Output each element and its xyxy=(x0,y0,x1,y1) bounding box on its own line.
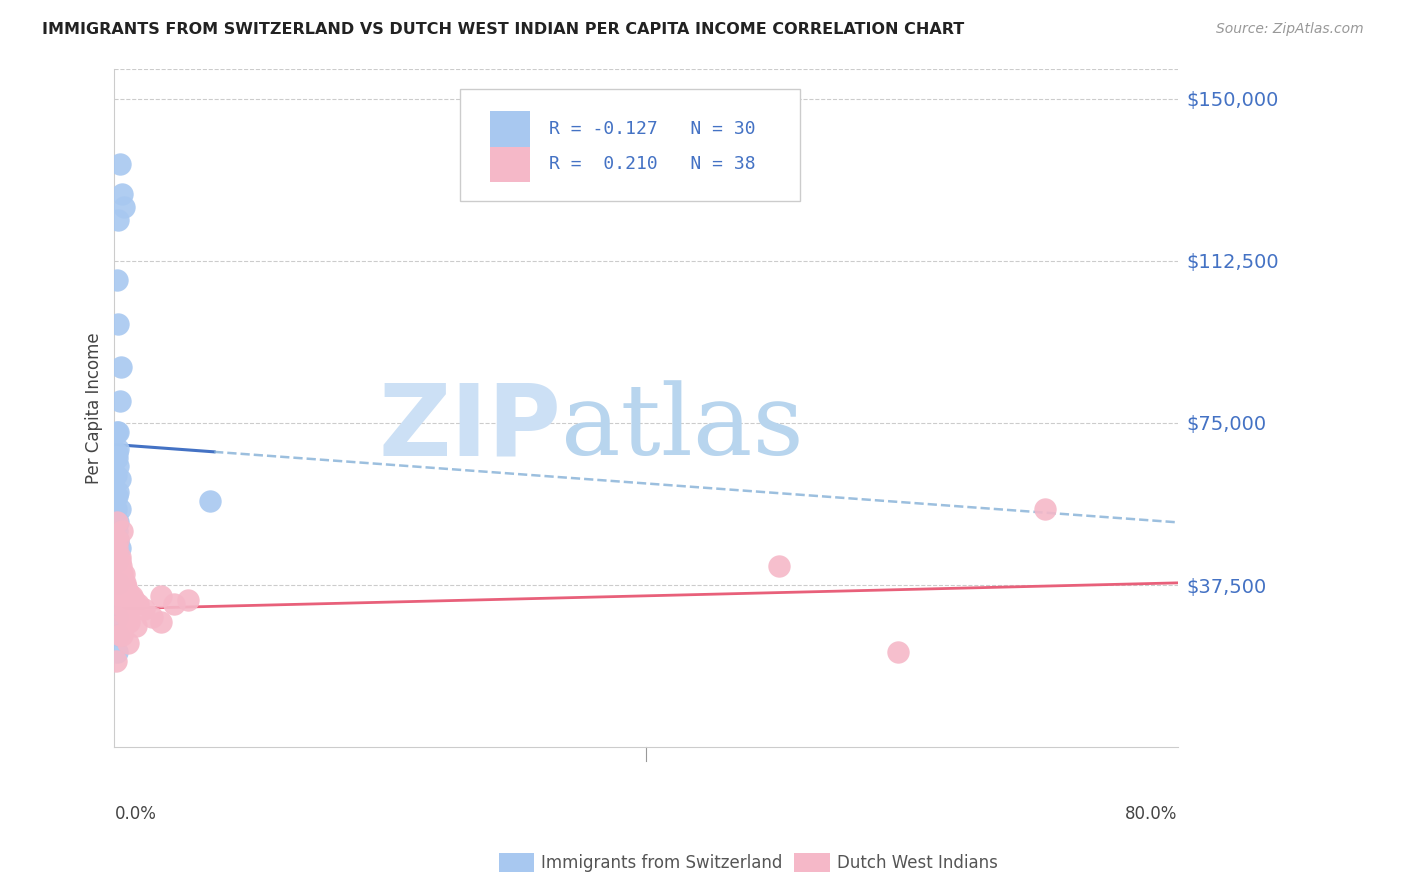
Point xyxy=(108,541,131,556)
Text: atlas: atlas xyxy=(561,380,804,476)
Point xyxy=(176,593,198,607)
Point xyxy=(118,615,141,629)
Text: 0.0%: 0.0% xyxy=(114,805,156,822)
Bar xyxy=(489,146,530,182)
Text: IMMIGRANTS FROM SWITZERLAND VS DUTCH WEST INDIAN PER CAPITA INCOME CORRELATION C: IMMIGRANTS FROM SWITZERLAND VS DUTCH WES… xyxy=(42,22,965,37)
Point xyxy=(107,317,129,331)
Text: ZIP: ZIP xyxy=(378,380,561,476)
Point xyxy=(107,485,129,500)
FancyBboxPatch shape xyxy=(460,89,800,201)
Point xyxy=(149,615,172,629)
Point xyxy=(105,516,128,530)
Point xyxy=(163,598,186,612)
Text: 80.0%: 80.0% xyxy=(1125,805,1178,822)
Point xyxy=(117,636,139,650)
Point xyxy=(768,558,790,573)
Point xyxy=(111,186,134,201)
Point xyxy=(107,575,129,590)
Point xyxy=(104,654,127,668)
Point xyxy=(107,533,129,547)
Point xyxy=(124,593,146,607)
Point xyxy=(107,575,129,590)
Point xyxy=(105,584,128,599)
Point xyxy=(887,645,910,659)
Point xyxy=(114,575,136,590)
Point xyxy=(107,425,129,439)
Point xyxy=(108,394,131,409)
Point xyxy=(127,598,149,612)
Point xyxy=(110,359,132,374)
Point xyxy=(105,273,128,287)
Point xyxy=(105,425,128,439)
Point xyxy=(105,446,128,460)
Point xyxy=(141,610,163,624)
Point xyxy=(110,589,132,603)
Point xyxy=(108,598,131,612)
Y-axis label: Per Capita Income: Per Capita Income xyxy=(86,332,103,483)
Point xyxy=(105,541,128,556)
Point xyxy=(104,502,127,516)
Point xyxy=(115,580,138,594)
Point xyxy=(108,502,131,516)
Point xyxy=(124,619,146,633)
Point xyxy=(105,645,128,659)
Point xyxy=(112,200,135,214)
Point xyxy=(107,628,129,642)
Point xyxy=(111,567,134,582)
Point xyxy=(198,493,221,508)
Bar xyxy=(489,112,530,146)
Point xyxy=(120,589,142,603)
Point xyxy=(108,554,131,568)
Point xyxy=(107,533,129,547)
Point xyxy=(105,554,128,568)
Point xyxy=(132,601,155,615)
Point xyxy=(1033,502,1056,516)
Text: R = -0.127   N = 30: R = -0.127 N = 30 xyxy=(550,120,756,138)
Point xyxy=(117,584,139,599)
Point xyxy=(149,589,172,603)
Point xyxy=(112,567,135,582)
Point xyxy=(105,490,128,504)
Point xyxy=(105,524,128,538)
Point xyxy=(111,628,134,642)
Point xyxy=(107,619,129,633)
Point xyxy=(112,606,135,620)
Point xyxy=(107,442,129,456)
Text: Dutch West Indians: Dutch West Indians xyxy=(837,854,997,871)
Point xyxy=(107,459,129,474)
Point xyxy=(108,628,131,642)
Point xyxy=(108,472,131,486)
Text: Immigrants from Switzerland: Immigrants from Switzerland xyxy=(541,854,783,871)
Point xyxy=(111,524,134,538)
Point xyxy=(105,450,128,465)
Point xyxy=(105,610,128,624)
Point xyxy=(104,467,127,482)
Point xyxy=(110,558,132,573)
Point xyxy=(108,549,131,564)
Point xyxy=(121,589,143,603)
Text: Source: ZipAtlas.com: Source: ZipAtlas.com xyxy=(1216,22,1364,37)
Point xyxy=(107,516,129,530)
Point xyxy=(107,212,129,227)
Text: R =  0.210   N = 38: R = 0.210 N = 38 xyxy=(550,155,756,173)
Point xyxy=(114,601,136,615)
Point xyxy=(108,156,131,170)
